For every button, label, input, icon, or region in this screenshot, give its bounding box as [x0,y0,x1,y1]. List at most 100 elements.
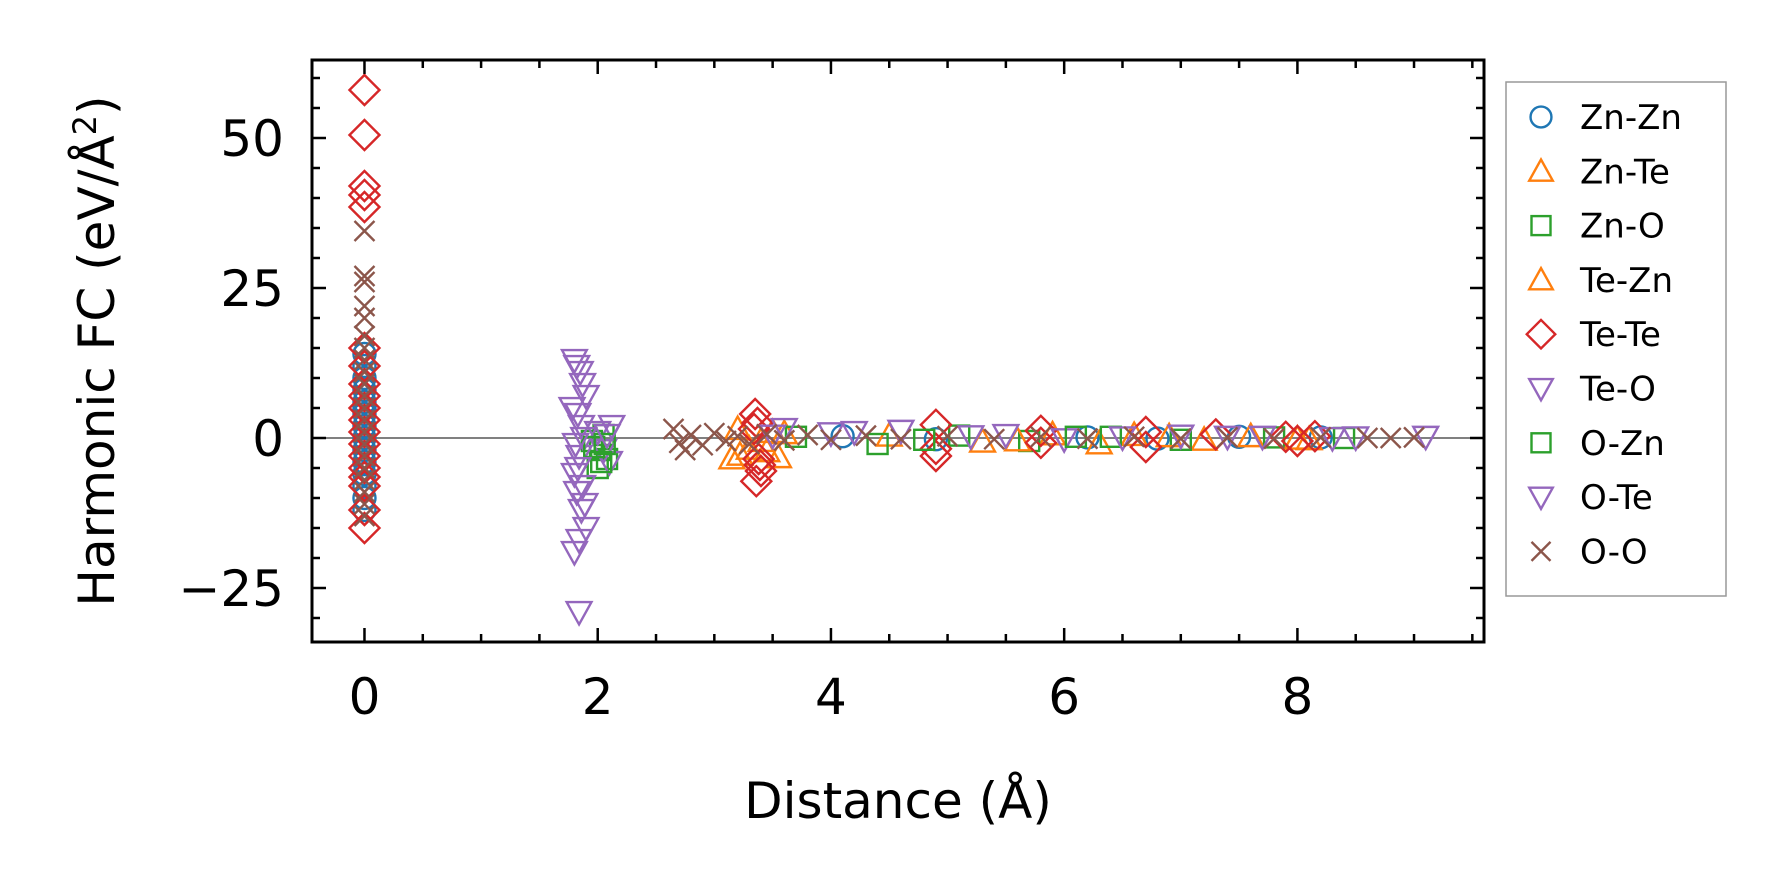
point-Te-Te-12 [347,427,382,461]
point-O-Te-1 [561,432,590,459]
point-Zn-Zn-8 [352,425,377,451]
legend-marker-O-O [1530,541,1552,562]
point-Te-Te-33 [1199,417,1233,452]
point-O-O-30 [755,423,778,446]
x-tick-label: 8 [1282,668,1314,726]
y-tick-label: 25 [220,260,284,318]
point-Te-Te-22 [743,448,777,482]
x-tick-label: 4 [815,668,847,726]
point-O-O-45 [1356,427,1379,449]
point-Te-Zn-0 [725,439,755,466]
plot-marks [312,73,1484,627]
point-O-Te-8 [956,425,986,452]
point-Zn-Te-1 [723,414,753,441]
point-Te-O-27 [1341,426,1371,453]
point-Te-Te-10 [347,403,382,437]
point-Te-Te-19 [738,397,772,431]
point-Zn-Zn-10 [352,449,377,475]
point-O-O-0 [353,220,376,242]
point-Te-Te-30 [1024,426,1058,460]
legend-label-Te-Zn: Te-Zn [1579,261,1673,301]
point-Zn-Zn-4 [352,389,377,415]
legend: Zn-Zn Zn-Te Zn-O Te-Zn Te-Te Te-O O-Zn O-Te O-O [1505,81,1727,597]
point-Te-Te-0 [347,73,382,107]
y-axis-label-sup: 2 [66,115,104,135]
point-O-Te-6 [758,424,788,451]
point-Te-Te-31 [1129,430,1163,464]
plot-frame [310,58,1486,644]
point-Te-Te-29 [1024,414,1058,448]
x-tick-label: 0 [349,668,381,726]
point-Te-Te-9 [347,391,382,425]
point-Te-Te-17 [347,493,382,527]
legend-marker-Zn-Zn [1529,105,1553,129]
point-Te-Te-34 [1269,420,1303,454]
point-O-O-31 [773,429,796,452]
legend-items: Zn-Zn Zn-Te Zn-O Te-Zn Te-Te Te-O O-Zn O-Te O-O [1525,98,1682,572]
point-O-O-35 [890,428,912,451]
point-Zn-Zn-2 [352,365,377,391]
point-O-O-2 [353,271,376,293]
point-Zn-Zn-17 [1075,425,1100,450]
point-Zn-O-6 [866,432,889,456]
legend-marker-Te-Te [1525,318,1557,351]
legend-label-Te-Te: Te-Te [1579,315,1661,355]
point-Te-Te-27 [919,432,953,466]
point-O-O-4 [353,307,376,329]
y-axis-label-close: ) [68,95,126,115]
point-Te-Te-8 [347,379,382,413]
point-Zn-Zn-13 [352,485,377,511]
point-Zn-Zn-14 [352,497,377,523]
point-Te-Te-18 [347,511,382,545]
legend-marker-Te-Zn [1527,265,1555,291]
point-Zn-Zn-7 [352,413,377,439]
point-Zn-Zn-16 [923,427,949,452]
point-Te-Te-21 [741,442,776,476]
point-Zn-Te-9 [1084,428,1114,455]
point-Te-Te-1 [347,118,382,152]
series-O-O [353,220,1425,527]
point-Te-Zn-4 [1154,421,1184,448]
x-tick-label: 2 [582,668,614,726]
point-Te-O-26 [1247,425,1277,452]
point-O-O-42 [1216,426,1239,449]
series-Zn-Zn [352,341,1333,523]
point-Te-O-20 [769,417,799,444]
point-Te-Te-11 [347,415,382,449]
point-Te-Te-36 [1298,419,1332,453]
point-O-O-47 [1403,426,1425,449]
legend-label-O-O: O-O [1580,532,1648,572]
y-tick-label: 0 [252,410,284,468]
point-O-O-34 [855,424,877,447]
legend-label-Zn-Te: Zn-Te [1580,152,1670,192]
point-O-O-3 [353,295,376,317]
point-Te-Te-2 [347,169,382,203]
point-O-O-32 [796,424,819,446]
point-Te-Te-16 [347,469,382,503]
point-Te-O-25 [1166,424,1196,451]
point-O-Te-3 [568,474,597,501]
legend-marker-Te-O [1527,377,1555,403]
point-O-Zn-3 [913,428,936,451]
point-Zn-Te-11 [1189,424,1219,451]
legend-marker-Zn-Te [1527,157,1555,182]
point-O-O-33 [820,428,842,451]
point-O-Te-0 [557,396,587,423]
point-O-O-28 [726,425,749,448]
series-O-Zn [583,425,1088,474]
legend-label-O-Te: O-Te [1580,478,1653,518]
point-O-O-39 [1076,427,1099,450]
axis-ticks [312,60,1484,642]
series-O-Te [557,396,1347,519]
point-O-Te-9 [1108,426,1137,453]
point-Te-Te-24 [739,464,774,498]
point-Te-Te-23 [744,454,778,488]
legend-label-Te-O: Te-O [1579,370,1656,410]
point-O-O-27 [715,430,737,452]
point-O-O-46 [1379,427,1402,449]
point-O-Te-5 [592,423,622,450]
point-O-O-44 [1309,426,1332,449]
x-axis-label: Distance (Å) [744,772,1052,830]
point-Zn-Zn-3 [352,377,377,403]
